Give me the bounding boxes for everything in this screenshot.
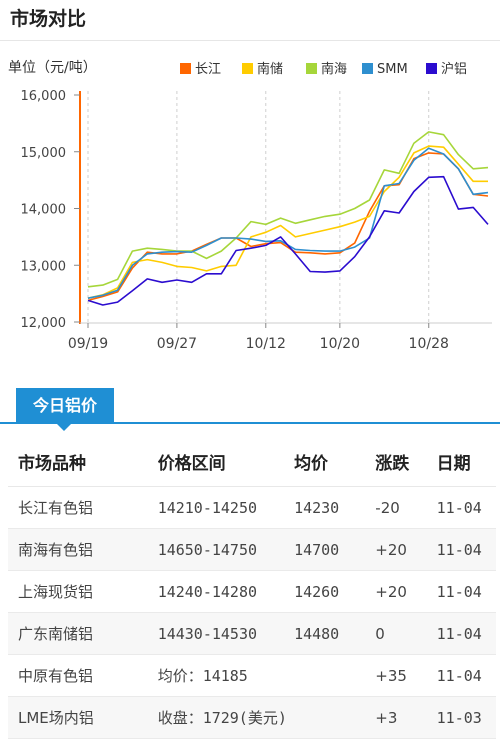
legend-item: SMM bbox=[377, 62, 408, 77]
x-tick-label: 09/27 bbox=[157, 336, 197, 352]
header-divider bbox=[0, 40, 500, 41]
legend-swatch bbox=[362, 63, 373, 74]
legend-swatch bbox=[242, 63, 253, 74]
price-date: 11-04 bbox=[436, 486, 496, 529]
table-row[interactable]: 广东南储铝 14430-14530 14480 0 11-04 bbox=[8, 612, 496, 655]
market-name[interactable]: LME场内铝 bbox=[8, 696, 158, 739]
price-range: 14650-14750 bbox=[157, 528, 295, 571]
col-header-change: 涨跌 bbox=[375, 436, 437, 487]
price-date: 11-04 bbox=[436, 570, 496, 613]
price-change: +3 bbox=[375, 696, 437, 739]
table-row[interactable]: 上海现货铝 14240-14280 14260 +20 11-04 bbox=[8, 570, 496, 613]
legend-swatch bbox=[426, 63, 437, 74]
table-row[interactable]: 中原有色铝 均价：14185 +35 11-04 bbox=[8, 654, 496, 697]
series-line-2 bbox=[87, 131, 489, 288]
y-tick-label: 13,000 bbox=[21, 259, 67, 274]
col-header-range: 价格区间 bbox=[157, 436, 295, 487]
price-change: 0 bbox=[375, 612, 437, 655]
legend-item: 南储 bbox=[257, 61, 283, 77]
avg-price: 14700 bbox=[294, 528, 376, 571]
x-tick-label: 10/12 bbox=[246, 336, 286, 352]
price-date: 11-04 bbox=[436, 612, 496, 655]
avg-price bbox=[294, 654, 376, 697]
x-tick-label: 10/28 bbox=[409, 336, 449, 352]
x-tick-label: 09/19 bbox=[68, 336, 108, 352]
tab-today-aluminum-price[interactable]: 今日铝价 bbox=[16, 388, 114, 431]
price-range: 14210-14250 bbox=[157, 486, 295, 529]
price-date: 11-03 bbox=[436, 696, 496, 739]
legend-swatch bbox=[180, 63, 191, 74]
table-row[interactable]: LME场内铝 收盘：1729(美元) +3 11-03 bbox=[8, 696, 496, 739]
y-tick-label: 14,000 bbox=[21, 203, 67, 218]
y-tick-label: 16,000 bbox=[21, 89, 67, 104]
market-name[interactable]: 上海现货铝 bbox=[8, 570, 158, 613]
price-range: 均价：14185 bbox=[157, 654, 295, 697]
legend-item: 南海 bbox=[321, 61, 347, 77]
legend-item: 沪铝 bbox=[441, 61, 467, 77]
price-table: 市场品种 价格区间 均价 涨跌 日期 长江有色铝 14210-14250 14230… bbox=[8, 436, 496, 739]
tab-underline bbox=[0, 422, 500, 424]
market-comparison-chart: 单位（元/吨） 长江 南储 南海 SMM 沪铝 16,000 15,000 14,000 13,0… bbox=[8, 60, 492, 352]
price-change: +35 bbox=[375, 654, 437, 697]
col-header-avg: 均价 bbox=[294, 436, 376, 487]
y-unit-label: 单位（元/吨） bbox=[8, 60, 97, 76]
price-change: -20 bbox=[375, 486, 437, 529]
price-change: +20 bbox=[375, 570, 437, 613]
market-name[interactable]: 广东南储铝 bbox=[8, 612, 158, 655]
series-line-4 bbox=[87, 175, 489, 306]
series-line-1 bbox=[87, 145, 488, 299]
series-line-3 bbox=[87, 147, 489, 299]
avg-price: 14480 bbox=[294, 612, 376, 655]
price-range: 收盘：1729(美元) bbox=[157, 696, 295, 739]
table-row[interactable]: 长江有色铝 14210-14250 14230 -20 11-04 bbox=[8, 486, 496, 529]
col-header-date: 日期 bbox=[436, 436, 496, 487]
market-name[interactable]: 中原有色铝 bbox=[8, 654, 158, 697]
price-date: 11-04 bbox=[436, 654, 496, 697]
market-name[interactable]: 南海有色铝 bbox=[8, 528, 158, 571]
col-header-market: 市场品种 bbox=[8, 436, 158, 487]
avg-price: 14260 bbox=[294, 570, 376, 613]
avg-price bbox=[294, 696, 376, 739]
price-change: +20 bbox=[375, 528, 437, 571]
market-name[interactable]: 长江有色铝 bbox=[8, 486, 158, 529]
legend-item: 长江 bbox=[195, 62, 221, 77]
y-tick-label: 12,000 bbox=[21, 316, 67, 331]
table-row[interactable]: 南海有色铝 14650-14750 14700 +20 11-04 bbox=[8, 528, 496, 571]
page-title: 市场对比 bbox=[10, 8, 87, 30]
y-tick-label: 15,000 bbox=[21, 146, 67, 161]
price-range: 14240-14280 bbox=[157, 570, 295, 613]
price-date: 11-04 bbox=[436, 528, 496, 571]
x-tick-label: 10/20 bbox=[320, 336, 360, 352]
avg-price: 14230 bbox=[294, 486, 376, 529]
legend-swatch bbox=[306, 63, 317, 74]
table-header-row: 市场品种 价格区间 均价 涨跌 日期 bbox=[8, 436, 496, 487]
price-range: 14430-14530 bbox=[157, 612, 295, 655]
